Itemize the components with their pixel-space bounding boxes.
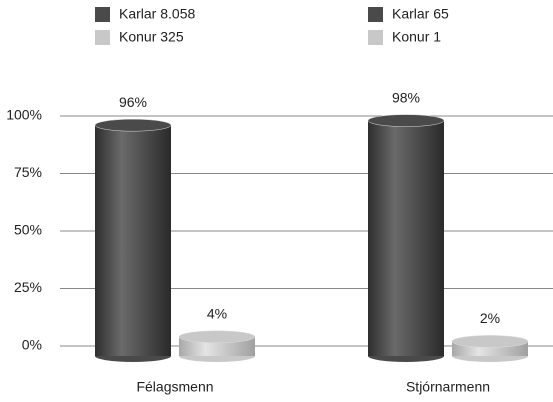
- value-label: 2%: [480, 310, 500, 326]
- bar: [178, 330, 256, 362]
- value-label: 98%: [392, 89, 420, 105]
- legend-swatch: [368, 7, 383, 22]
- x-tick-label: Félagsmenn: [136, 379, 213, 395]
- y-tick-label: 75%: [14, 164, 42, 180]
- y-tick-label: 0%: [22, 337, 42, 353]
- y-tick-label: 100%: [6, 107, 42, 123]
- legend-swatch: [95, 30, 110, 45]
- bar: [367, 114, 445, 362]
- x-tick-label: Stjórnarmenn: [406, 379, 490, 395]
- value-label: 96%: [119, 94, 147, 110]
- legend-swatch: [95, 7, 110, 22]
- bar: [94, 118, 172, 362]
- legend-swatch: [368, 30, 383, 45]
- legend-label: Konur 1: [392, 29, 441, 45]
- bar: [451, 335, 529, 362]
- legend-label: Karlar 65: [392, 6, 449, 22]
- legend-label: Karlar 8.058: [119, 6, 195, 22]
- y-tick-label: 25%: [14, 279, 42, 295]
- legend-label: Konur 325: [119, 29, 184, 45]
- value-label: 4%: [207, 306, 227, 322]
- y-tick-label: 50%: [14, 222, 42, 238]
